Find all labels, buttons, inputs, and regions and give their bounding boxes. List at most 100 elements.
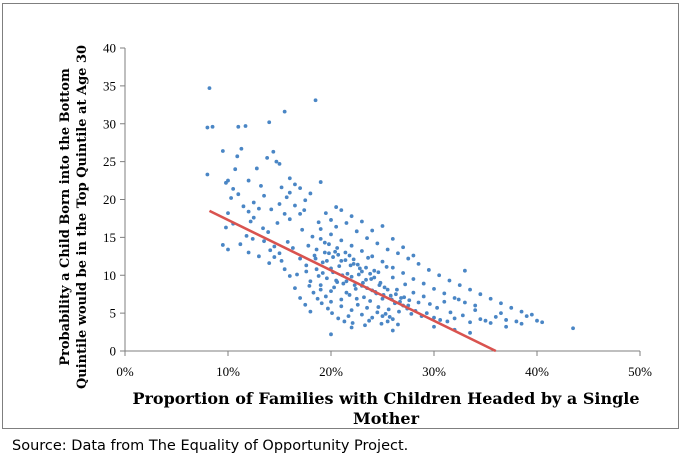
data-point [336, 316, 341, 321]
data-point [318, 180, 323, 184]
data-point [375, 310, 380, 315]
data-point [468, 320, 472, 325]
data-point [339, 238, 344, 243]
data-point [365, 236, 369, 241]
data-point [329, 218, 333, 222]
data-point [220, 243, 225, 247]
data-point [318, 236, 323, 241]
data-point [287, 176, 292, 181]
data-point [383, 311, 388, 316]
data-point [265, 155, 270, 160]
data-point [318, 283, 323, 287]
data-point [354, 296, 359, 301]
data-point [315, 296, 320, 301]
data-point [352, 283, 357, 287]
data-point [236, 124, 241, 129]
data-point [269, 207, 274, 212]
data-point [360, 219, 364, 224]
data-point [427, 302, 432, 306]
y-tick-label: 15 [103, 230, 116, 245]
data-point [488, 321, 493, 325]
data-point [345, 271, 350, 276]
data-point [380, 224, 385, 228]
data-point [257, 254, 261, 259]
data-point [416, 261, 421, 266]
data-point [447, 278, 452, 283]
data-point [407, 298, 412, 303]
data-points [205, 86, 575, 337]
data-point [347, 253, 352, 258]
data-point [397, 309, 401, 314]
data-point [303, 198, 308, 203]
data-point [314, 247, 319, 252]
data-point [350, 321, 355, 325]
data-point [285, 240, 290, 244]
data-point [368, 299, 373, 303]
data-point [424, 311, 429, 316]
y-tick-label: 5 [110, 306, 117, 321]
data-point [401, 245, 405, 250]
data-point [327, 251, 331, 256]
data-point [361, 280, 365, 285]
data-point [329, 289, 333, 294]
data-point [372, 275, 377, 280]
data-point [421, 294, 426, 299]
data-point [382, 285, 387, 290]
chart-frame: Probability a Child Born into the Bottom… [2, 3, 679, 429]
data-point [306, 243, 311, 248]
data-point [248, 219, 253, 224]
x-tick-label: 30% [422, 364, 446, 379]
data-point [262, 193, 266, 198]
data-point [257, 206, 261, 211]
data-point [333, 249, 338, 254]
data-point [347, 293, 352, 297]
source-note: Source: Data from The Equality of Opport… [12, 438, 409, 454]
data-point [205, 172, 210, 177]
data-point [380, 259, 385, 264]
data-point [377, 283, 382, 287]
data-point [267, 120, 272, 125]
data-point [279, 258, 284, 263]
data-point [432, 286, 436, 291]
data-point [259, 183, 263, 188]
data-point [341, 281, 346, 286]
data-point [385, 319, 390, 324]
data-point [396, 322, 400, 327]
data-point [329, 232, 333, 237]
data-point [483, 318, 488, 323]
data-point [298, 296, 302, 300]
data-point [388, 293, 393, 298]
data-point [390, 275, 395, 280]
data-point [367, 318, 372, 323]
data-point [324, 276, 329, 281]
data-point [362, 295, 366, 300]
data-point [319, 301, 324, 306]
data-point [380, 314, 385, 319]
y-tick-label: 20 [103, 192, 116, 207]
data-point [395, 287, 399, 292]
data-point [399, 296, 403, 300]
data-point [272, 255, 277, 259]
data-point [226, 211, 230, 216]
data-point [442, 291, 447, 296]
data-point [293, 182, 297, 187]
y-tick-label: 40 [103, 41, 116, 56]
data-point [293, 286, 297, 291]
data-point [339, 304, 344, 309]
data-point [463, 268, 467, 273]
data-point [226, 247, 230, 252]
data-point [320, 260, 325, 265]
data-point [343, 258, 348, 262]
tick-labels: 0 5 10 15 20 25 30 35 40 0% 10% 20% 30% 40% 50% [103, 41, 652, 380]
data-point [251, 215, 256, 220]
data-point [320, 271, 325, 275]
data-point [220, 149, 225, 153]
x-axis-title-line-2: Mother [353, 409, 420, 428]
data-point [324, 258, 329, 263]
data-point [376, 270, 381, 275]
data-point [452, 296, 457, 300]
data-point [250, 236, 255, 241]
data-point [349, 274, 354, 279]
data-point [457, 283, 462, 287]
data-point [310, 234, 315, 239]
